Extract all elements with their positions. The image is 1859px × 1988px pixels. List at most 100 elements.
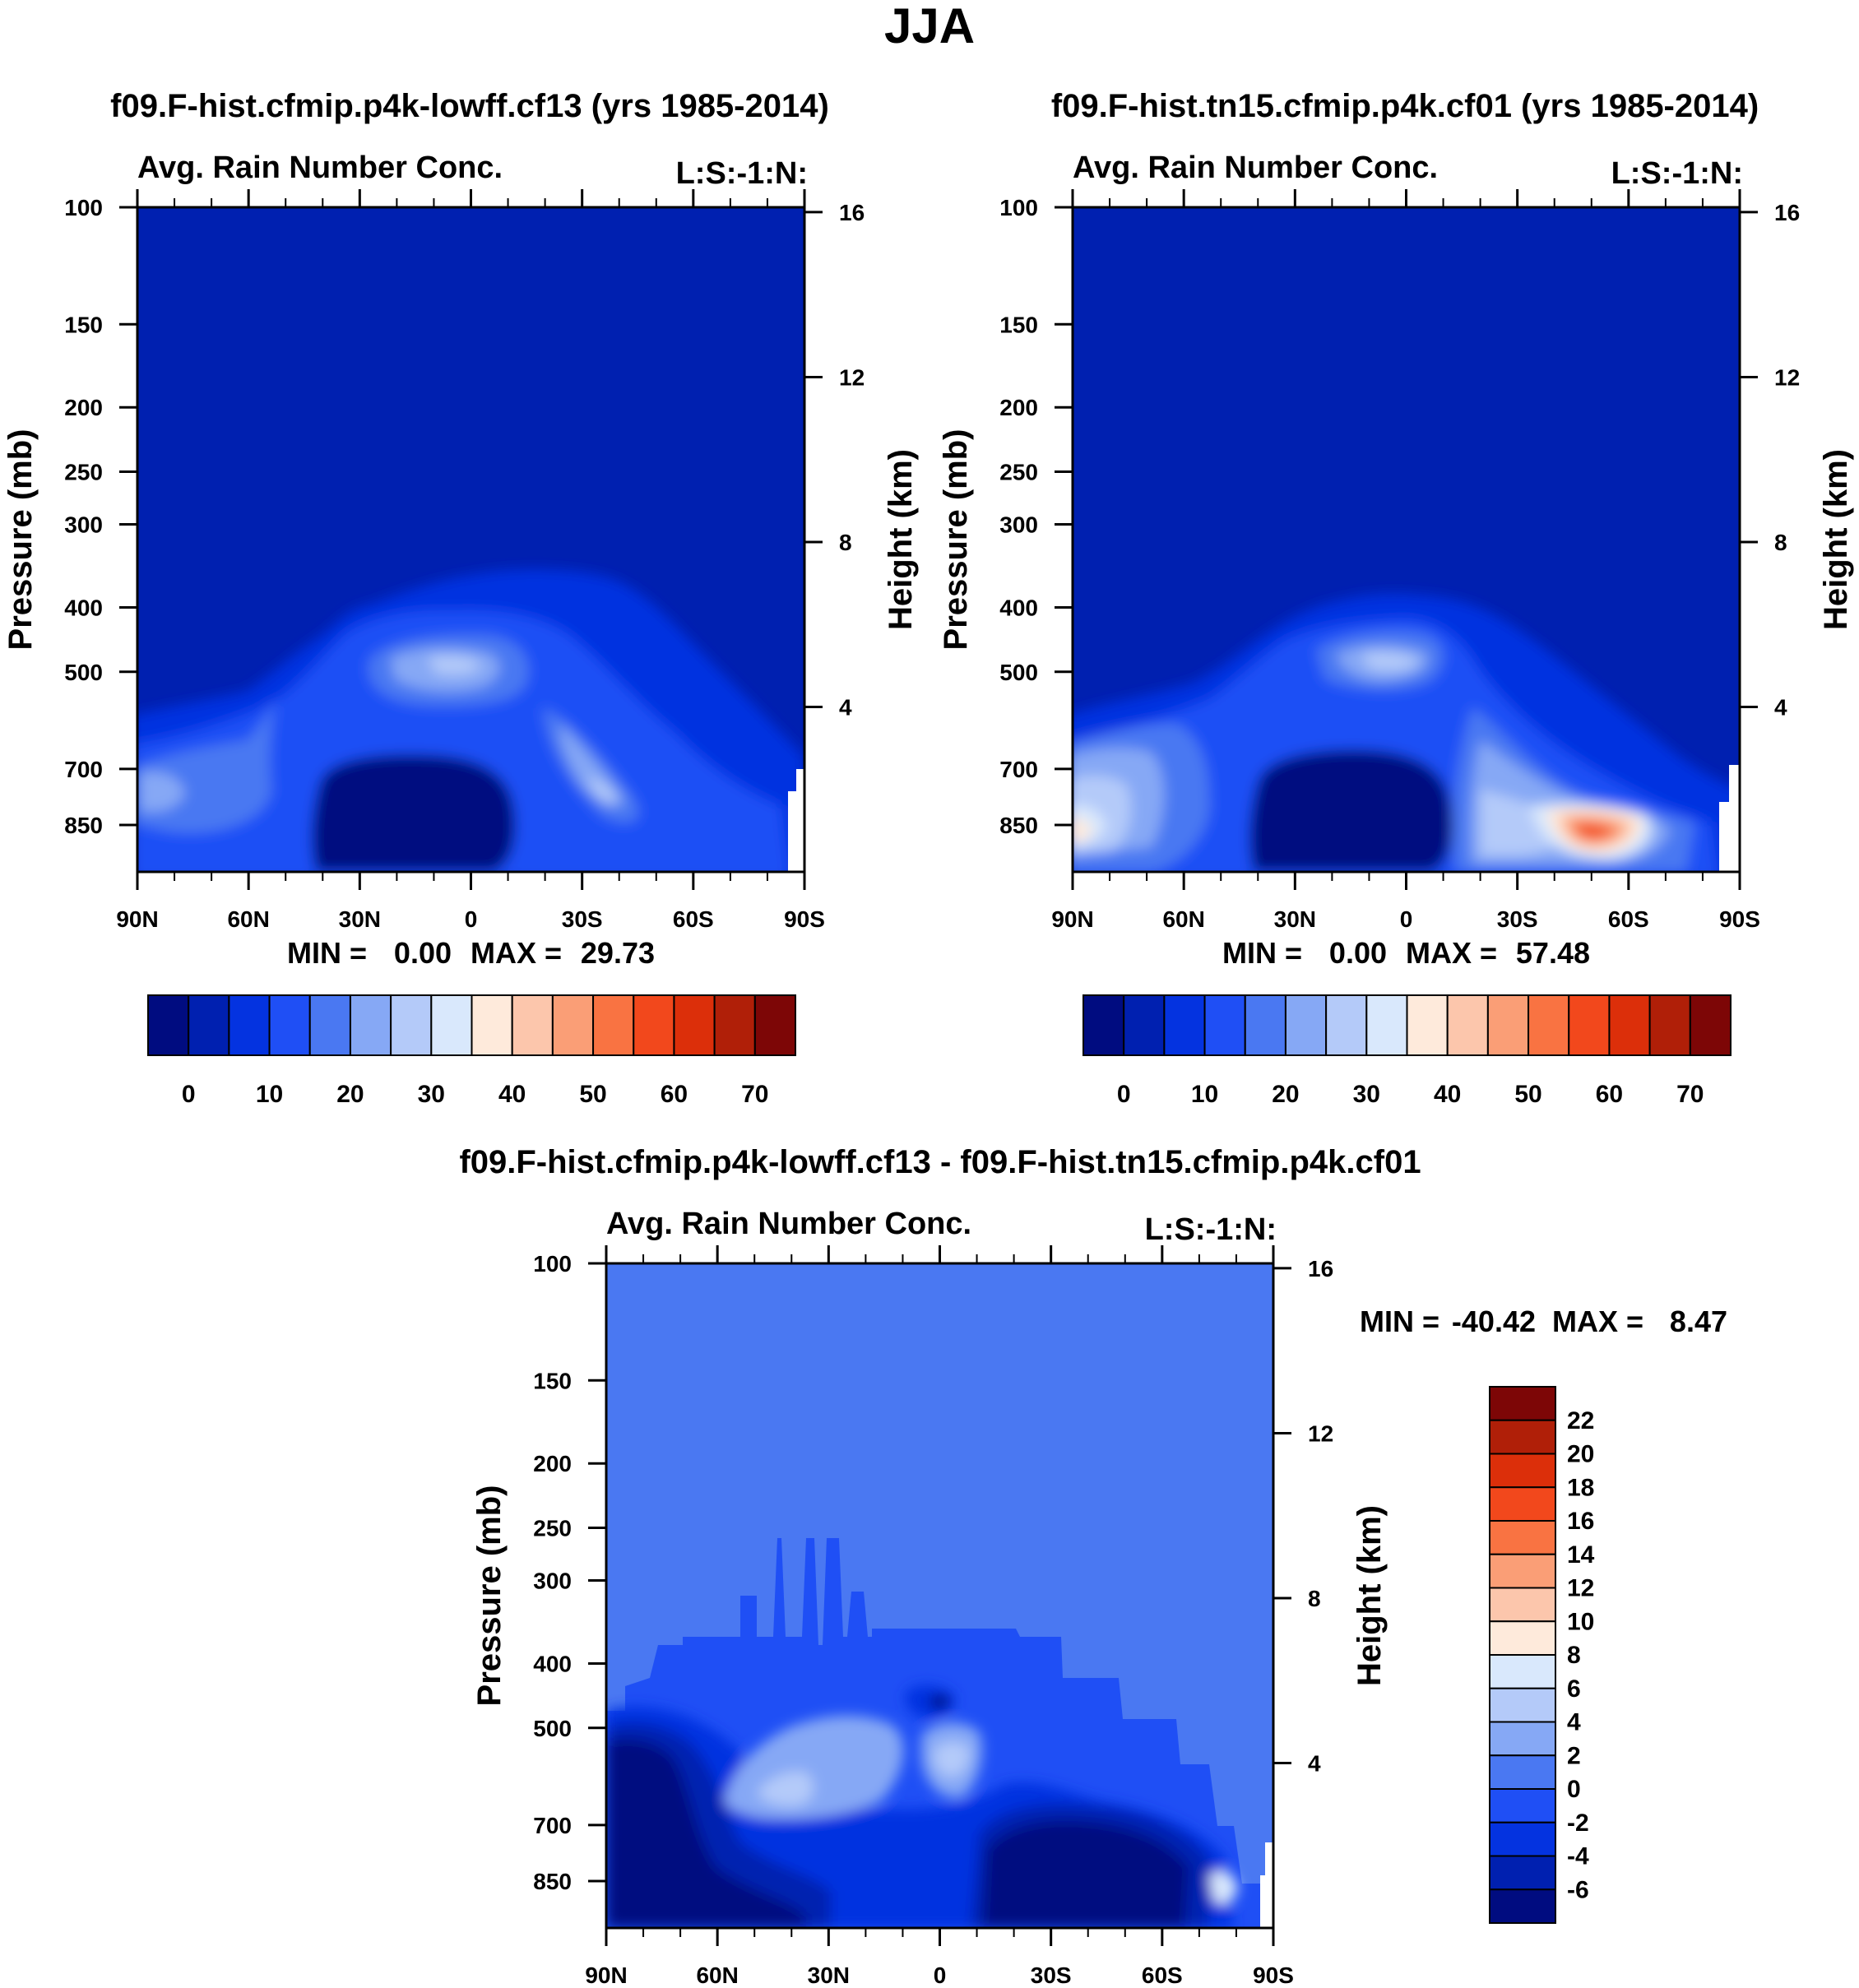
y2-tick-label: 8 bbox=[839, 530, 852, 555]
x-tick-label: 60N bbox=[696, 1963, 738, 1988]
panel-2-missing-data-2 bbox=[1729, 765, 1740, 806]
colorbar-label: 60 bbox=[661, 1081, 688, 1108]
panel-3-plot-area bbox=[606, 1263, 1273, 1928]
y-tick-label: 100 bbox=[999, 195, 1038, 220]
colorbar-box bbox=[1489, 1419, 1556, 1455]
y-tick-label: 500 bbox=[999, 660, 1038, 685]
colorbar-box bbox=[1244, 994, 1286, 1056]
y-tick-label: 250 bbox=[999, 460, 1038, 485]
colorbar-box bbox=[1648, 994, 1691, 1056]
x-tick-label: 30N bbox=[808, 1963, 850, 1988]
colorbar-box bbox=[1489, 1620, 1556, 1656]
panel-1-min-value: 0.00 bbox=[394, 936, 452, 970]
panel-3-axes: 90N 60N 30N 0 30S 60S 90S 100 150 200 250 300 400 500… bbox=[471, 1245, 1388, 1988]
x-tick-label: 30S bbox=[1497, 906, 1538, 932]
y-tick-label: 400 bbox=[64, 595, 103, 620]
colorbar-box bbox=[1489, 1386, 1556, 1421]
y-tick-label: 700 bbox=[64, 757, 103, 782]
colorbar-box bbox=[592, 994, 635, 1056]
colorbar-label: 30 bbox=[1353, 1081, 1380, 1108]
panel-1-contour-level-4b bbox=[140, 772, 185, 812]
colorbar-label: 0 bbox=[1117, 1081, 1131, 1108]
y2-tick-label: 8 bbox=[1308, 1586, 1321, 1611]
x-tick-label: 90N bbox=[1051, 906, 1093, 932]
colorbar-box bbox=[1489, 1520, 1556, 1555]
colorbar-box bbox=[1446, 994, 1489, 1056]
panel-1-contour-level-5 bbox=[428, 656, 481, 674]
colorbar-box bbox=[1489, 1888, 1556, 1924]
panel-3-contour-level-minus8b bbox=[983, 1820, 1189, 1928]
colorbar-box bbox=[268, 994, 311, 1056]
colorbar-box bbox=[1489, 1687, 1556, 1723]
x-tick-label: 60N bbox=[1162, 906, 1204, 932]
y-tick-label: 200 bbox=[999, 395, 1038, 420]
y-tick-label: 850 bbox=[64, 813, 103, 838]
x-tick-label: 30S bbox=[562, 906, 603, 932]
y-tick-label: 400 bbox=[533, 1651, 572, 1676]
panel-1-missing-data-1 bbox=[788, 791, 804, 872]
y-tick-label: 850 bbox=[533, 1869, 572, 1894]
colorbar-label: 20 bbox=[1567, 1441, 1594, 1468]
y-tick-label: 250 bbox=[64, 460, 103, 485]
colorbar-box bbox=[1489, 1855, 1556, 1891]
y-tick-label: 150 bbox=[64, 312, 103, 337]
y-tick-label: 700 bbox=[533, 1813, 572, 1838]
y2-tick-label: 16 bbox=[1308, 1256, 1333, 1281]
colorbar-label: 4 bbox=[1567, 1709, 1581, 1736]
y-tick-label: 500 bbox=[533, 1716, 572, 1741]
y2-tick-label: 16 bbox=[1774, 200, 1800, 225]
y-tick-label: 250 bbox=[533, 1516, 572, 1541]
x-tick-label: 90N bbox=[116, 906, 158, 932]
panel-2-corner-label: L:S:-1:N: bbox=[1611, 156, 1743, 191]
x-tick-label: 90S bbox=[1719, 906, 1760, 932]
y-tick-label: 100 bbox=[533, 1251, 572, 1277]
colorbar-box bbox=[1528, 994, 1570, 1056]
x-tick-label: 0 bbox=[934, 1963, 947, 1988]
colorbar-label: 40 bbox=[1434, 1081, 1461, 1108]
colorbar-box bbox=[1203, 994, 1246, 1056]
colorbar-box bbox=[1486, 994, 1530, 1056]
panel-1-contour-level-5b bbox=[588, 777, 616, 805]
panel-3-missing-data-1 bbox=[1260, 1875, 1273, 1928]
colorbar-label: 50 bbox=[1514, 1081, 1541, 1108]
panel-2-min-label: MIN = bbox=[1222, 936, 1302, 970]
colorbar-box bbox=[1489, 1553, 1556, 1589]
y2-tick-label: 8 bbox=[1774, 530, 1787, 555]
panel-1-missing-data-2 bbox=[796, 769, 804, 794]
panel-3: f09.F-hist.cfmip.p4k-lowff.cf13 - f09.F-… bbox=[459, 1144, 1727, 1988]
colorbar-label: 40 bbox=[498, 1081, 526, 1108]
colorbar-label: 8 bbox=[1567, 1642, 1581, 1669]
x-tick-label: 90S bbox=[784, 906, 825, 932]
y-tick-label: 500 bbox=[64, 660, 103, 685]
panel-2-plot-area bbox=[1073, 207, 1740, 872]
panel-2-contour-level-11 bbox=[1579, 824, 1609, 837]
colorbar-label: 10 bbox=[1567, 1608, 1594, 1635]
colorbar-label: 30 bbox=[418, 1081, 445, 1108]
panel-3-contour-level-minus8 bbox=[606, 1740, 806, 1928]
colorbar-box bbox=[349, 994, 392, 1056]
colorbar-box bbox=[1325, 994, 1368, 1056]
panel-2-axes: 90N 60N 30N 0 30S 60S 90S 100 150 200 250 300 400 500… bbox=[938, 189, 1854, 932]
colorbar-box bbox=[511, 994, 554, 1056]
panel-3-corner-label: L:S:-1:N: bbox=[1145, 1212, 1277, 1247]
panel-3-min-value: -40.42 bbox=[1452, 1304, 1536, 1338]
colorbar-label: 2 bbox=[1567, 1742, 1581, 1769]
panel-2-variable-label: Avg. Rain Number Conc. bbox=[1073, 151, 1438, 185]
colorbar-label: 50 bbox=[579, 1081, 606, 1108]
colorbar-box bbox=[1489, 1821, 1556, 1857]
colorbar-label: -6 bbox=[1567, 1876, 1589, 1903]
panel-1-min-label: MIN = bbox=[287, 936, 367, 970]
colorbar-label: 10 bbox=[1191, 1081, 1218, 1108]
y-tick-label: 150 bbox=[999, 312, 1038, 337]
colorbar-box bbox=[753, 994, 796, 1056]
x-tick-label: 30S bbox=[1031, 1963, 1072, 1988]
x-tick-label: 90N bbox=[585, 1963, 627, 1988]
x-tick-label: 30N bbox=[339, 906, 381, 932]
colorbar-box bbox=[228, 994, 271, 1056]
x-tick-label: 60S bbox=[1142, 1963, 1183, 1988]
colorbar-label: 60 bbox=[1596, 1081, 1623, 1108]
colorbar-box bbox=[1608, 994, 1651, 1056]
colorbar-box bbox=[390, 994, 433, 1056]
panel-3-max-label: MAX = bbox=[1552, 1304, 1643, 1338]
